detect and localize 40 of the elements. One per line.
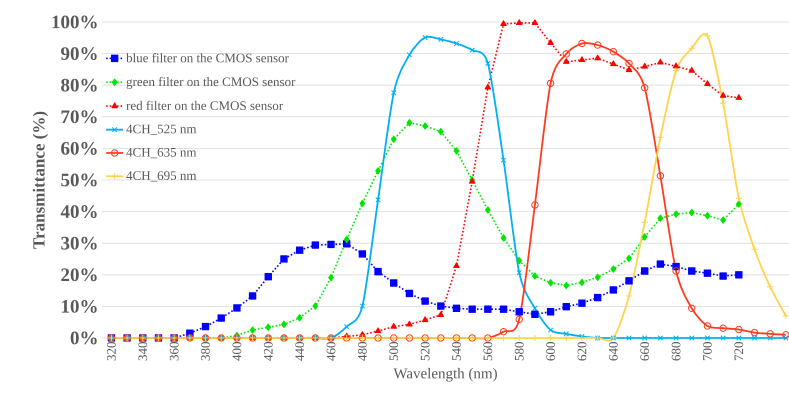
y-tick-label: 60% (61, 142, 97, 155)
x-tick-label: 340 (138, 342, 148, 360)
y-axis-title: Transmittance (%) (32, 112, 48, 249)
x-tick-label: 640 (608, 342, 618, 360)
x-tick-label: 520 (420, 342, 430, 360)
y-tick-label: 100% (52, 16, 97, 28)
x-tick-label: 500 (389, 342, 398, 360)
legend-label: 4CH_635 nm (126, 148, 196, 158)
x-tick-label: 360 (170, 342, 179, 360)
x-axis-title: Wavelength (nm) (393, 368, 497, 382)
y-tick-label: 30% (61, 236, 97, 250)
y-tick-label: 20% (61, 268, 97, 282)
x-tick-label: 400 (232, 342, 242, 361)
legend-label: 4CH_525 nm (126, 124, 196, 135)
y-tick-label: 90% (60, 47, 97, 60)
y-tick-label: 40% (60, 205, 97, 218)
x-tick-label: 700 (703, 342, 712, 360)
x-tick-label: 620 (578, 342, 586, 360)
x-tick-label: 660 (640, 342, 650, 360)
x-tick-label: 420 (264, 342, 273, 361)
legend-label: blue filter on the CMOS sensor (126, 53, 289, 62)
y-tick-label: 80% (61, 78, 97, 92)
x-tick-label: 320 (107, 342, 116, 360)
x-tick-label: 480 (358, 342, 367, 361)
x-tick-label: 680 (672, 342, 680, 360)
y-tick-label: 10% (62, 300, 97, 313)
x-tick-label: 440 (295, 342, 304, 361)
x-tick-label: 380 (201, 342, 210, 360)
legend-label: green filter on the CMOS sensor (126, 76, 296, 89)
x-tick-label: 560 (483, 342, 492, 360)
y-tick-label: 70% (62, 110, 97, 124)
x-tick-label: 720 (734, 342, 744, 360)
x-tick-label: 460 (326, 342, 336, 361)
x-tick-label: 600 (546, 342, 555, 360)
x-tick-label: 540 (452, 342, 461, 360)
y-tick-label: 0% (70, 332, 97, 344)
y-tick-label: 50% (61, 174, 97, 186)
legend-label: red filter on the CMOS sensor (126, 100, 284, 110)
legend-label: 4CH_695 nm (126, 171, 196, 182)
x-tick-label: 580 (514, 342, 524, 360)
